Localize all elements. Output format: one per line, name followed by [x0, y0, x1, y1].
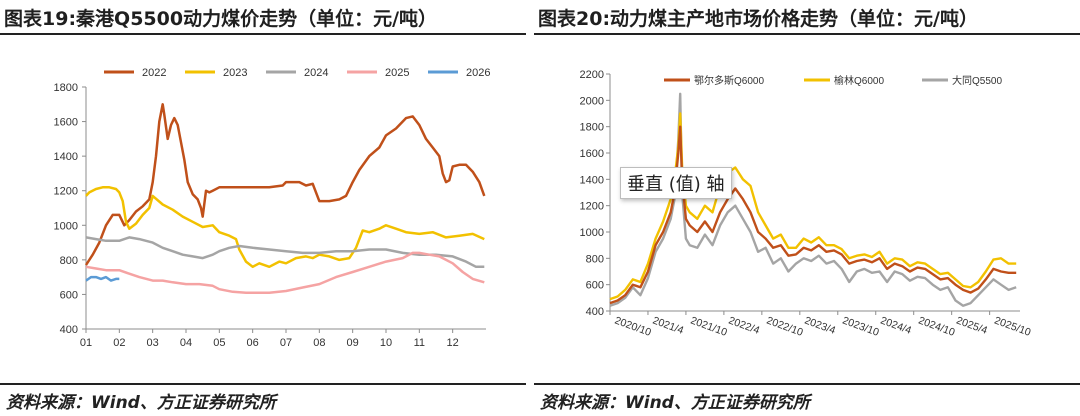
y-tick-label: 800: [60, 255, 78, 267]
x-tick-label: 06: [247, 337, 259, 349]
legend-label: 2026: [466, 67, 490, 79]
source-divider: [0, 383, 526, 385]
series-line-2025: [85, 251, 485, 294]
x-tick-label: 2025/10: [993, 315, 1033, 339]
chart-title: 图表20:动力煤主产地市场价格走势（单位：元/吨）: [538, 8, 978, 30]
y-tick-label: 2000: [580, 95, 604, 107]
right-chart-panel: 图表20:动力煤主产地市场价格走势（单位：元/吨） 400 600 800 1000 1…: [534, 0, 1080, 416]
legend-label: 榆林Q6000: [834, 74, 884, 87]
x-tick-label: 2022/10: [765, 315, 805, 339]
x-tick-label: 2021/10: [689, 315, 729, 339]
x-tick-label: 08: [313, 337, 325, 349]
x-tick-label: 09: [347, 337, 359, 349]
x-tick-label: 07: [280, 337, 292, 349]
legend-label: 鄂尔多斯Q6000: [694, 74, 764, 87]
y-tick-label: 800: [586, 253, 604, 265]
legend-label: 2025: [385, 67, 409, 79]
x-tick-label: 04: [180, 337, 192, 349]
x-tick-label: 2021/4: [651, 315, 685, 337]
x-tick-label: 2024/4: [879, 315, 913, 337]
x-tick-label: 01: [80, 337, 92, 349]
x-tick-label: 12: [447, 337, 459, 349]
y-tick-label: 600: [586, 280, 604, 292]
title-divider: [534, 33, 1080, 35]
y-tick-label: 1200: [580, 201, 604, 213]
y-tick-label: 1400: [580, 174, 604, 186]
y-tick-label: 1800: [54, 82, 78, 94]
series-line-2026: [85, 275, 120, 282]
y-tick-label: 1000: [54, 220, 78, 232]
y-tick-label: 400: [586, 306, 604, 318]
y-tick-label: 1600: [580, 148, 604, 160]
y-tick-label: 600: [60, 289, 78, 301]
x-tick-label: 2020/10: [613, 315, 653, 339]
y-tick-label: 2200: [580, 69, 604, 81]
x-tick-label: 02: [113, 337, 125, 349]
x-tick-label: 05: [213, 337, 225, 349]
series-line-2023: [85, 186, 485, 269]
chart-canvas: 400 600 800 1000 1200 1400 1600 1800 2000 2200 202…: [580, 69, 1033, 339]
y-tick-label: 1600: [54, 117, 78, 129]
legend-label: 2022: [142, 67, 166, 79]
series-line-2022: [84, 103, 486, 266]
legend-label: 2023: [223, 67, 247, 79]
x-tick-label: 2025/4: [955, 315, 989, 337]
y-tick-label: 1200: [54, 186, 78, 198]
x-tick-label: 2024/10: [917, 315, 957, 339]
legend-label: 2024: [304, 67, 328, 79]
x-tick-label: 03: [147, 337, 159, 349]
title-divider: [0, 33, 526, 35]
source-note: 资料来源：Wind、方正证券研究所: [540, 393, 810, 413]
axis-tooltip: 垂直 (值) 轴: [620, 167, 732, 199]
x-tick-label: 2023/4: [803, 315, 837, 337]
y-tick-label: 400: [60, 324, 78, 336]
left-chart-panel: 图表19:秦港Q5500动力煤价走势（单位：元/吨） 400 600 800 1000…: [0, 0, 530, 416]
x-tick-label: 10: [380, 337, 392, 349]
x-tick-label: 2023/10: [841, 315, 881, 339]
y-tick-label: 1800: [580, 122, 604, 134]
series-line-鄂尔多斯Q6000: [609, 125, 1017, 305]
y-tick-label: 1400: [54, 151, 78, 163]
legend-label: 大同Q5500: [952, 74, 1002, 87]
chart-title: 图表19:秦港Q5500动力煤价走势（单位：元/吨）: [4, 8, 438, 30]
source-divider: [534, 383, 1080, 385]
y-tick-label: 1000: [580, 227, 604, 239]
x-tick-label: 2022/4: [727, 315, 761, 337]
x-tick-label: 11: [414, 337, 425, 349]
source-note: 资料来源：Wind、方正证券研究所: [6, 393, 276, 413]
series-line-2024: [85, 236, 485, 269]
chart-canvas: 400 600 800 1000 1200 1400 1600 1800 01 02 03 04 05 0…: [54, 67, 491, 349]
